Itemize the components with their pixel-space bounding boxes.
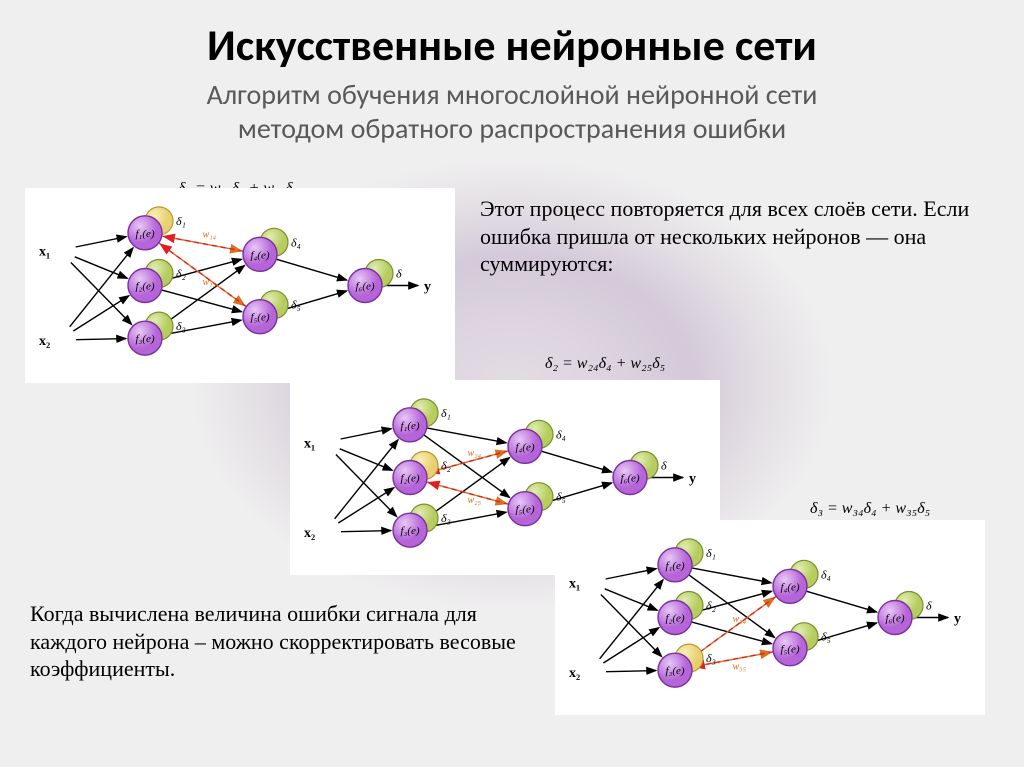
page-title: Искусственные нейронные сети — [0, 0, 1024, 72]
svg-text:f₂(e): f₂(e) — [135, 281, 154, 293]
svg-text:f₃(e): f₃(e) — [665, 665, 684, 677]
svg-text:δ₅: δ₅ — [556, 490, 566, 504]
svg-text:f₂(e): f₂(e) — [665, 613, 684, 625]
network-diagram-3: f₁(e) f₂(e) f₃(e) f₄(e) f₅(e) f₆(e) δ₁ δ₂ δ… — [555, 520, 985, 715]
svg-text:w₃₅: w₃₅ — [733, 661, 747, 672]
svg-text:f₆(e): f₆(e) — [355, 281, 374, 293]
svg-text:δ: δ — [926, 599, 932, 613]
svg-text:f₅(e): f₅(e) — [515, 504, 534, 516]
svg-text:δ₅: δ₅ — [821, 630, 831, 644]
svg-text:y: y — [954, 612, 961, 627]
svg-text:w₂₅: w₂₅ — [468, 495, 482, 506]
svg-text:f₄(e): f₄(e) — [515, 441, 534, 453]
svg-text:f₆(e): f₆(e) — [620, 473, 639, 485]
svg-text:f₂(e): f₂(e) — [400, 473, 419, 485]
svg-text:f₄(e): f₄(e) — [250, 249, 269, 261]
svg-text:x₂: x₂ — [39, 334, 50, 349]
formula-delta2: δ₂ = w₂₄δ₄ + w₂₅δ₅ — [545, 355, 665, 373]
svg-text:f₁(e): f₁(e) — [665, 560, 684, 572]
svg-text:y: y — [424, 280, 431, 295]
svg-text:f₄(e): f₄(e) — [780, 581, 799, 593]
paragraph-1: Этот процесс повторяется для всех слоёв … — [480, 195, 1000, 278]
subtitle-line1: Алгоритм обучения многослойной нейронной… — [207, 77, 818, 112]
network-diagram-1: f₁(e) f₂(e) f₃(e) f₄(e) f₅(e) f₆(e) δ₁ δ₂ δ… — [25, 188, 455, 383]
subtitle-line2: методом обратного распространения ошибки — [238, 111, 786, 146]
svg-text:f₁(e): f₁(e) — [135, 228, 154, 240]
svg-text:w₃₄: w₃₄ — [733, 614, 747, 625]
svg-text:x₁: x₁ — [304, 436, 315, 451]
svg-text:δ₄: δ₄ — [556, 427, 566, 441]
svg-text:w₁₄: w₁₄ — [203, 230, 217, 241]
svg-text:δ₁: δ₁ — [706, 546, 716, 560]
svg-text:δ₅: δ₅ — [291, 298, 301, 312]
svg-text:δ: δ — [661, 459, 667, 473]
svg-text:x₁: x₁ — [39, 244, 50, 259]
svg-text:w₁₅: w₁₅ — [203, 277, 217, 288]
svg-text:δ₄: δ₄ — [821, 567, 831, 581]
svg-text:f₃(e): f₃(e) — [400, 525, 419, 537]
svg-text:f₅(e): f₅(e) — [250, 312, 269, 324]
svg-text:f₁(e): f₁(e) — [400, 420, 419, 432]
svg-text:δ₃: δ₃ — [176, 319, 186, 333]
svg-text:f₆(e): f₆(e) — [885, 613, 904, 625]
svg-text:x₂: x₂ — [569, 666, 580, 681]
formula-delta3: δ₃ = w₃₄δ₄ + w₃₅δ₅ — [810, 500, 930, 518]
svg-text:δ: δ — [396, 267, 402, 281]
svg-text:δ₃: δ₃ — [706, 651, 716, 665]
paragraph-2: Когда вычислена величина ошибки сигнала … — [30, 600, 540, 683]
svg-text:y: y — [689, 472, 696, 487]
svg-text:δ₃: δ₃ — [441, 511, 451, 525]
svg-text:δ₁: δ₁ — [441, 406, 451, 420]
svg-text:δ₂: δ₂ — [441, 459, 451, 473]
svg-text:δ₄: δ₄ — [291, 235, 301, 249]
svg-text:f₃(e): f₃(e) — [135, 333, 154, 345]
svg-text:w₂₄: w₂₄ — [468, 448, 482, 459]
svg-text:δ₂: δ₂ — [176, 267, 186, 281]
svg-text:f₅(e): f₅(e) — [780, 644, 799, 656]
svg-text:δ₂: δ₂ — [706, 599, 716, 613]
svg-text:δ₁: δ₁ — [176, 214, 186, 228]
svg-text:x₁: x₁ — [569, 576, 580, 591]
svg-text:x₂: x₂ — [304, 526, 315, 541]
page-subtitle: Алгоритм обучения многослойной нейронной… — [0, 78, 1024, 145]
